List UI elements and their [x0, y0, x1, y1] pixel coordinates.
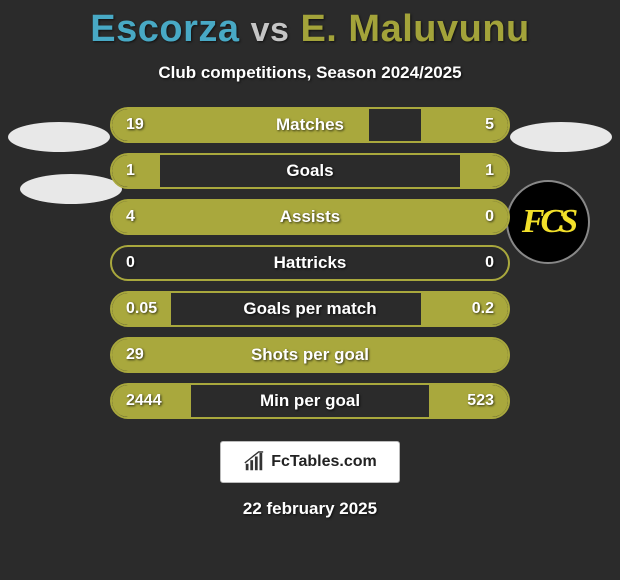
stats-column: 19Matches51Goals14Assists00Hattricks00.0…: [110, 107, 510, 419]
stat-value-right: 5: [485, 109, 494, 141]
stat-value-right: 1: [485, 155, 494, 187]
site-logo[interactable]: FcTables.com: [220, 441, 400, 483]
stat-label: Matches: [112, 109, 508, 141]
stat-value-right: 0: [485, 247, 494, 279]
title-vs: vs: [251, 11, 290, 49]
stat-row: 4Assists0: [110, 199, 510, 235]
stat-row: 0.05Goals per match0.2: [110, 291, 510, 327]
stat-value-right: 523: [467, 385, 494, 417]
stat-row: 29Shots per goal: [110, 337, 510, 373]
stat-row: 19Matches5: [110, 107, 510, 143]
chart-icon: [243, 451, 265, 473]
player-left-name: Escorza: [90, 8, 239, 50]
stat-row: 0Hattricks0: [110, 245, 510, 281]
stat-label: Assists: [112, 201, 508, 233]
stat-label: Goals: [112, 155, 508, 187]
stat-label: Min per goal: [112, 385, 508, 417]
comparison-title: Escorza vs E. Maluvunu: [0, 0, 620, 51]
stat-value-right: 0.2: [472, 293, 494, 325]
stat-row: 1Goals1: [110, 153, 510, 189]
player-right-name: E. Maluvunu: [300, 8, 529, 50]
stat-label: Shots per goal: [112, 339, 508, 371]
stat-value-right: 0: [485, 201, 494, 233]
comparison-date: 22 february 2025: [0, 499, 620, 519]
site-name: FcTables.com: [271, 453, 377, 471]
stat-label: Hattricks: [112, 247, 508, 279]
subtitle: Club competitions, Season 2024/2025: [0, 63, 620, 83]
stat-label: Goals per match: [112, 293, 508, 325]
stat-row: 2444Min per goal523: [110, 383, 510, 419]
